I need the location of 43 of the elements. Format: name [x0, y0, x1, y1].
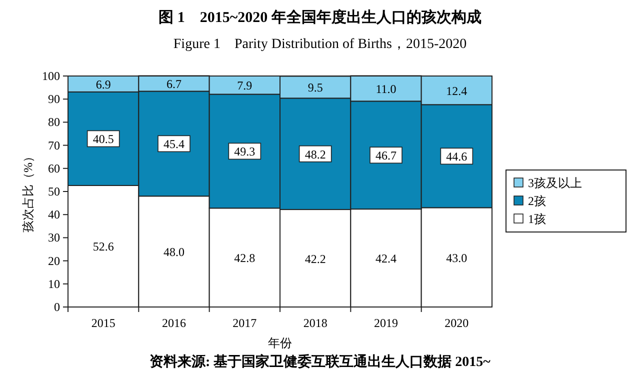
x-tick-label: 2020	[444, 316, 469, 330]
data-label: 42.2	[304, 252, 326, 266]
chart-subtitle: Figure 1 Parity Distribution of Births，2015-2020	[173, 37, 467, 52]
legend-label: 1孩	[528, 212, 546, 226]
data-label: 48.0	[164, 245, 184, 260]
x-tick-label: 2019	[374, 316, 398, 330]
chart-title: 图 1 2015~2020 年全国年度出生人口的孩次构成	[158, 8, 482, 26]
text: 资料来源: 基于国家卫健委互联互通出生人口数据 2015~	[150, 353, 492, 370]
y-tick-label: 20	[48, 254, 60, 268]
x-axis-title: 年份	[268, 336, 292, 350]
y-tick-label: 50	[48, 184, 60, 198]
legend-label: 3孩及以上	[528, 176, 582, 190]
y-tick-label: 100	[42, 69, 60, 83]
x-tick-label: 2018	[303, 316, 328, 330]
y-tick-label: 10	[48, 276, 60, 291]
data-label: 6.9	[96, 77, 111, 92]
x-tick-label: 2015	[91, 316, 116, 330]
data-label: 12.4	[446, 84, 468, 98]
data-label: 40.5	[92, 132, 114, 146]
y-tick-label: 0	[54, 300, 60, 314]
y-tick-label: 40	[48, 208, 60, 222]
x-tick-label: 2017	[232, 316, 257, 330]
data-label: 46.7	[376, 148, 396, 163]
data-label: 44.6	[446, 150, 468, 164]
y-tick-label: 60	[48, 161, 60, 176]
data-label: 52.6	[92, 240, 114, 254]
data-label: 6.7	[166, 77, 182, 92]
data-label: 48.2	[304, 147, 326, 162]
data-label: 45.4	[164, 137, 184, 152]
data-label: 11.0	[376, 82, 396, 96]
data-label: 7.9	[237, 78, 252, 93]
y-axis-title: 孩次占比（%）	[21, 150, 35, 232]
y-tick-label: 90	[48, 92, 60, 106]
y-tick-label: 80	[48, 115, 60, 130]
y-tick-label: 70	[48, 138, 60, 152]
data-label: 9.5	[308, 80, 323, 95]
x-tick-label: 2016	[162, 316, 186, 330]
data-label: 43.0	[446, 250, 468, 265]
data-label: 49.3	[234, 144, 256, 159]
legend-label: 2孩	[528, 194, 546, 208]
data-label: 42.8	[234, 251, 256, 266]
data-label: 42.4	[376, 252, 396, 266]
y-tick-label: 30	[48, 230, 60, 245]
